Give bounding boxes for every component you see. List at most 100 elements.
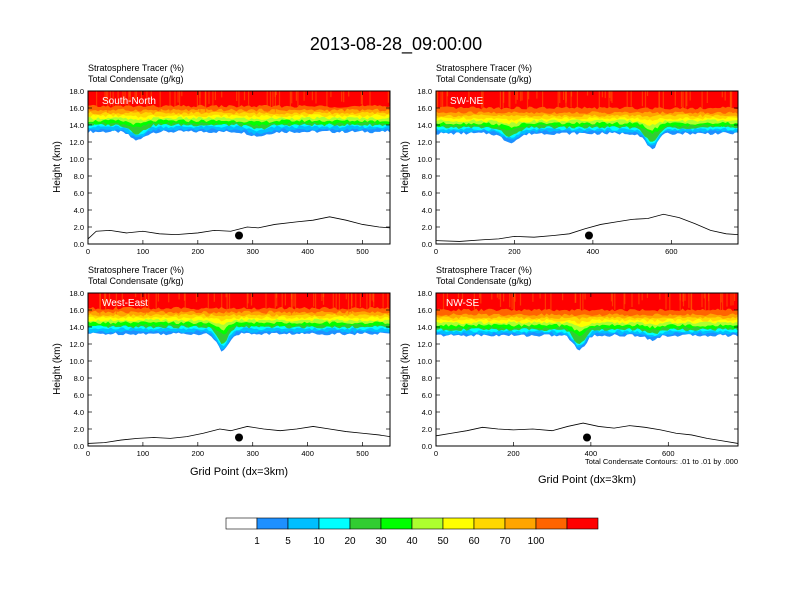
y-tick-label: 2.0 [74,425,84,434]
colorbar-label: 20 [344,536,356,547]
colorbar-label: 5 [285,536,291,547]
tracer-streak [468,91,470,100]
y-tick-label: 12.0 [69,138,84,147]
panel-title: West-East [102,298,148,309]
colorbar-box [473,517,506,530]
plot-area: 0.0 2.0 4.0 6.0 8.0 10.0 12.0 14.0 16.0 18.0 0 200 4… [417,87,739,256]
y-tick-label: 12.0 [69,340,84,349]
tracer-streak [480,293,482,304]
panel-header-line-2: Total Condensate (g/kg) [436,276,532,286]
tracer-streak [446,293,448,307]
tracer-streak [491,293,493,300]
tracer-streak [519,293,522,306]
tracer-streak [576,91,578,109]
tracer-streak [150,91,152,102]
tracer-streak [295,91,297,101]
contour-note: Total Condensate Contours: .01 to .01 by… [585,457,738,466]
tracer-streak [730,293,732,306]
tracer-streak [496,293,498,298]
tracer-streak [148,293,150,312]
tracer-streak [315,293,317,314]
panel-title: NW-SE [446,298,479,309]
colorbar-box [442,517,475,530]
colorbar-box [256,517,289,530]
panel-sw-ne: Stratosphere Tracer (%) Total Condensate… [400,63,739,256]
colorbar-box [349,517,382,530]
y-axis-label: Height (km) [400,343,411,395]
tracer-streak [734,293,736,301]
panel-header-line-1: Stratosphere Tracer (%) [436,265,532,275]
tracer-streak [99,293,101,311]
tracer-streak [338,293,340,311]
tracer-streak [181,91,183,97]
tracer-streak [721,91,723,98]
tracer-streak [155,293,157,312]
y-tick-label: 4.0 [422,408,432,417]
tracer-streak [509,293,511,308]
tracer-streak [481,91,483,109]
y-tick-label: 2.0 [422,223,432,232]
tracer-streak [157,293,159,302]
tracer-streak [511,293,513,310]
y-tick-label: 8.0 [422,374,432,383]
colorbar-labels: 1 5 10 20 30 40 50 60 70 100 [254,536,545,547]
tracer-streak [503,293,505,302]
tracer-streak [570,91,572,108]
location-marker [235,433,243,442]
tracer-streak [515,91,517,104]
tracer-streak [565,91,567,102]
tracer-streak [107,91,109,113]
tracer-streak [623,293,625,310]
colorbar-label: 50 [437,536,449,547]
tracer-streak [135,91,138,99]
tracer-streak [246,293,248,309]
y-tick-label: 0.0 [422,240,432,249]
colorbar-box [225,517,258,530]
tracer-streak [387,293,389,309]
terrain-contour [88,426,390,444]
tracer-band-100 [436,91,738,110]
tracer-streak [461,293,464,303]
x-tick-label: 400 [585,449,598,458]
tracer-streak [532,293,534,302]
tracer-streak [559,91,561,104]
y-tick-label: 10.0 [69,155,84,164]
tracer-streak [499,293,502,307]
tracer-streak [662,91,664,112]
y-tick-label: 4.0 [422,206,432,215]
tracer-streak [579,293,581,315]
tracer-streak [516,91,518,100]
tracer-streak [174,91,176,109]
tracer-streak [646,91,649,96]
tracer-streak [213,293,215,302]
tracer-streak [514,293,516,302]
tracer-streak [722,293,724,312]
tracer-streak [609,91,611,98]
y-tick-label: 16.0 [417,104,432,113]
tracer-streak [624,293,626,305]
tracer-streak [294,293,297,313]
colorbar-box [411,517,444,530]
tracer-streak [544,293,546,311]
tracer-streak [509,91,511,109]
tracer-streak [724,91,726,101]
x-tick-label: 600 [662,449,675,458]
tracer-streak [521,91,523,101]
tracer-streak [626,91,628,107]
tracer-streak [303,91,305,101]
tracer-streak [704,293,706,313]
tracer-streak [371,293,373,301]
tracer-streak [646,293,648,298]
tracer-streak [686,91,688,107]
x-axis-label: Grid Point (dx=3km) [538,474,636,486]
tracer-streak [291,293,293,300]
tracer-streak [601,91,603,98]
tracer-streak [238,91,240,109]
y-tick-label: 14.0 [69,323,84,332]
tracer-streak [297,91,299,107]
tracer-streak [638,293,640,305]
tracer-streak [265,293,267,315]
tracer-streak [99,293,101,315]
colorbar-label: 10 [313,536,325,547]
tracer-streak [498,293,500,300]
